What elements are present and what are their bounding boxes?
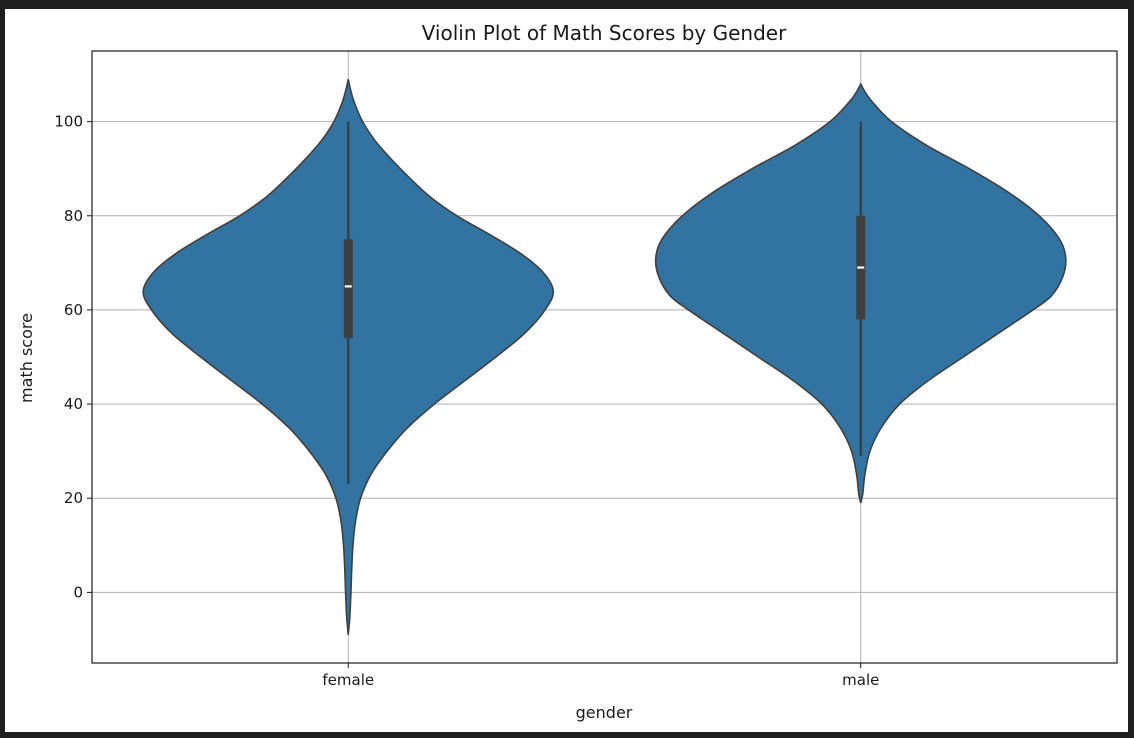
y-tick-label: 100 — [54, 113, 83, 131]
tick-layer: 0 20 40 60 80 100 female male — [54, 113, 879, 689]
chart-title: Violin Plot of Math Scores by Gender — [422, 21, 787, 45]
x-tick-label: male — [842, 671, 879, 689]
y-tick-label: 40 — [64, 395, 83, 413]
y-axis-label: math score — [17, 313, 36, 403]
y-tick-label: 20 — [64, 489, 83, 507]
violin-chart: 0 20 40 60 80 100 female male Violin Plot of Ma… — [17, 21, 1118, 722]
y-tick-label: 60 — [64, 301, 83, 319]
y-tick-label: 80 — [64, 207, 83, 225]
y-tick-label: 0 — [73, 583, 83, 601]
axes-frame — [91, 50, 1118, 664]
violin-layer — [142, 79, 1067, 635]
violin-iqr-box — [343, 239, 353, 339]
x-axis-label: gender — [576, 703, 633, 722]
x-tick-label: female — [322, 671, 374, 689]
chart-figure: 0 20 40 60 80 100 female male Violin Plot of Ma… — [5, 9, 1128, 732]
